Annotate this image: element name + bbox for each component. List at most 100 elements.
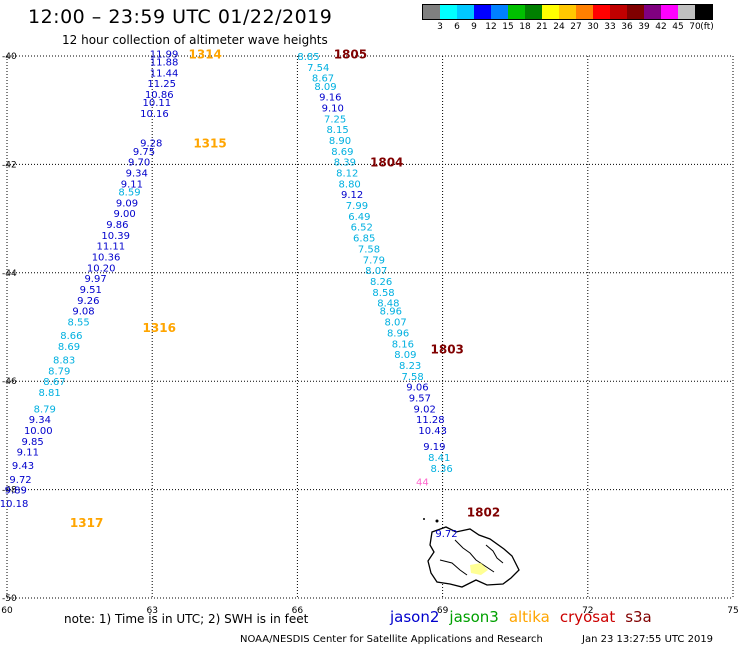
colorbar-swatch [457,5,474,19]
colorbar-swatch [440,5,457,19]
swh-value: 8.09 [394,350,416,361]
swh-value: 8.85 [297,52,319,63]
legend-cryosat: cryosat [559,608,616,626]
colorbar-swatch [661,5,678,19]
pass-number-label: 1317 [70,516,103,530]
swh-value: 11.99 [150,49,179,60]
colorbar-swatch [559,5,576,19]
pass-number-label: 1315 [193,137,226,151]
colorbar-label: 30 [587,22,599,32]
swh-value: 9.43 [12,461,34,472]
colorbar-unit: (ft) [700,22,714,32]
colorbar-label: 3 [437,22,443,32]
swh-value: 8.79 [34,404,56,415]
colorbar-label: 21 [536,22,548,32]
swh-value: 8.41 [428,453,450,464]
swh-value: 8.55 [68,318,90,329]
colorbar: 3 6 9 12 15 18 21 24 27 30 33 36 39 42 45 70 (ft) [422,4,714,32]
swh-value: 9.70 [128,158,150,169]
island-inlet [454,539,495,573]
swh-value: 8.90 [329,136,351,147]
swh-value: 9.26 [77,296,99,307]
islet [423,518,425,520]
colorbar-label: 15 [502,22,514,32]
swh-value: 8.16 [392,339,414,350]
swh-value: 44 [416,477,429,488]
swh-value: 10.11 [143,98,172,109]
lat-tick-label: -44 [2,269,17,279]
swh-value: 9.19 [423,442,445,453]
swh-value: 9.10 [322,103,344,114]
swh-value: 8.96 [387,328,409,339]
swh-value: 9.85 [22,437,44,448]
pass-number-label: 1804 [370,156,403,170]
swh-value: 10.18 [0,499,28,510]
colorbar-swatch [525,5,542,19]
colorbar-swatch [423,5,440,19]
swh-value: 8.39 [334,158,356,169]
lon-tick-label: 69 [437,606,449,616]
swh-value: 10.39 [101,231,130,242]
swh-value: 11.28 [416,415,445,426]
pass-number-label: 1803 [431,343,464,357]
legend-s3a: s3a [625,608,652,626]
swh-value: 10.00 [24,426,53,437]
swh-value: 9.11 [17,448,39,459]
swh-value: 8.12 [336,169,358,180]
lon-tick-label: 63 [146,606,157,616]
lat-tick-label: -42 [2,160,17,170]
swh-value: 8.83 [53,356,75,367]
units-note: note: 1) Time is in UTC; 2) SWH is in fe… [64,612,309,626]
colorbar-swatch [627,5,644,19]
colorbar-label: 39 [638,22,650,32]
lon-tick-label: 60 [1,606,13,616]
colorbar-swatch [593,5,610,19]
swh-value: 9.16 [319,93,341,104]
colorbar-label: 36 [621,22,633,32]
lon-tick-label: 66 [292,606,304,616]
swh-value: 10.86 [145,90,174,101]
swh-value: 7.99 [346,201,368,212]
colorbar-label: 24 [553,22,565,32]
lat-tick-label: -46 [2,377,17,387]
swh-value: 8.67 [312,74,334,85]
colorbar-swatches [422,4,713,20]
swh-value: 8.79 [48,366,70,377]
swh-value: 9.34 [29,415,51,426]
colorbar-swatch [695,5,712,19]
colorbar-label: 33 [604,22,616,32]
swh-value: 9.72 [435,529,457,540]
swh-value: 10.20 [87,263,116,274]
colorbar-label: 27 [570,22,582,32]
swh-value: 7.54 [307,63,329,74]
pass-number-label: 1805 [334,47,367,61]
swh-value: 8.58 [372,288,394,299]
kerguelen-island-outline [423,518,520,588]
lon-tick-label: 75 [727,606,738,616]
pass-number-label: 1316 [143,321,176,335]
swh-value: 9.09 [116,198,138,209]
colorbar-swatch [491,5,508,19]
swh-value: 9.86 [106,220,128,231]
swh-value: 7.58 [401,372,423,383]
island-inlet-2 [439,559,468,576]
swh-value: 9.02 [414,404,436,415]
island-coast-detail [485,544,504,564]
swh-value: 9.34 [126,169,148,180]
swh-value: 11.44 [150,68,179,79]
swh-value: 8.09 [314,82,336,93]
colorbar-label: 12 [485,22,497,32]
swh-value: 8.07 [385,318,407,329]
legend-altika: altika [508,608,550,626]
lat-tick-label: -50 [2,594,17,604]
colorbar-swatch [576,5,593,19]
swh-value: 8.15 [326,125,348,136]
lon-tick-label: 72 [582,606,593,616]
swh-value: 8.59 [118,188,140,199]
swh-value: 8.80 [339,179,361,190]
swh-value: 10.43 [418,426,447,437]
page-title: 12:00 – 23:59 UTC 01/22/2019 [28,6,333,28]
islet [435,519,439,523]
colorbar-label: 6 [454,22,460,32]
swh-value: 10.16 [140,109,169,120]
